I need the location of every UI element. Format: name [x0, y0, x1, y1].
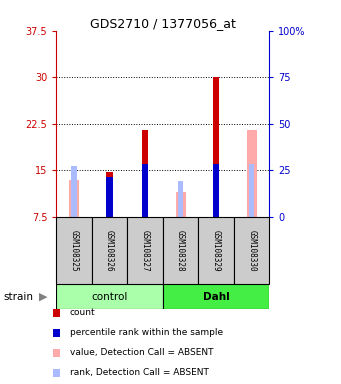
Bar [213, 164, 219, 217]
Text: percentile rank within the sample: percentile rank within the sample [70, 328, 223, 338]
Bar [176, 192, 186, 217]
Text: rank, Detection Call = ABSENT: rank, Detection Call = ABSENT [70, 368, 209, 377]
Text: control: control [91, 291, 128, 302]
Bar [106, 177, 113, 217]
Bar [56, 217, 92, 284]
Bar [56, 284, 163, 309]
Bar [247, 130, 256, 217]
Text: strain: strain [3, 291, 33, 302]
Text: GSM108326: GSM108326 [105, 230, 114, 271]
Text: GSM108329: GSM108329 [212, 230, 221, 271]
Text: ▶: ▶ [39, 291, 48, 302]
Bar [163, 284, 269, 309]
Bar [142, 164, 148, 217]
Text: GSM108325: GSM108325 [70, 230, 78, 271]
Bar [142, 130, 148, 217]
Text: GSM108330: GSM108330 [247, 230, 256, 271]
Bar [198, 217, 234, 284]
Bar [69, 180, 79, 217]
Bar [127, 217, 163, 284]
Text: count: count [70, 308, 95, 318]
Text: Dahl: Dahl [203, 291, 229, 302]
Title: GDS2710 / 1377056_at: GDS2710 / 1377056_at [90, 17, 236, 30]
Bar [163, 217, 198, 284]
Text: value, Detection Call = ABSENT: value, Detection Call = ABSENT [70, 348, 213, 358]
Bar [92, 217, 127, 284]
Bar [234, 217, 269, 284]
Bar [178, 181, 183, 217]
Text: GSM108327: GSM108327 [140, 230, 150, 271]
Bar [106, 172, 113, 217]
Bar [71, 166, 77, 217]
Text: GSM108328: GSM108328 [176, 230, 185, 271]
Bar [213, 77, 219, 217]
Bar [249, 164, 254, 217]
